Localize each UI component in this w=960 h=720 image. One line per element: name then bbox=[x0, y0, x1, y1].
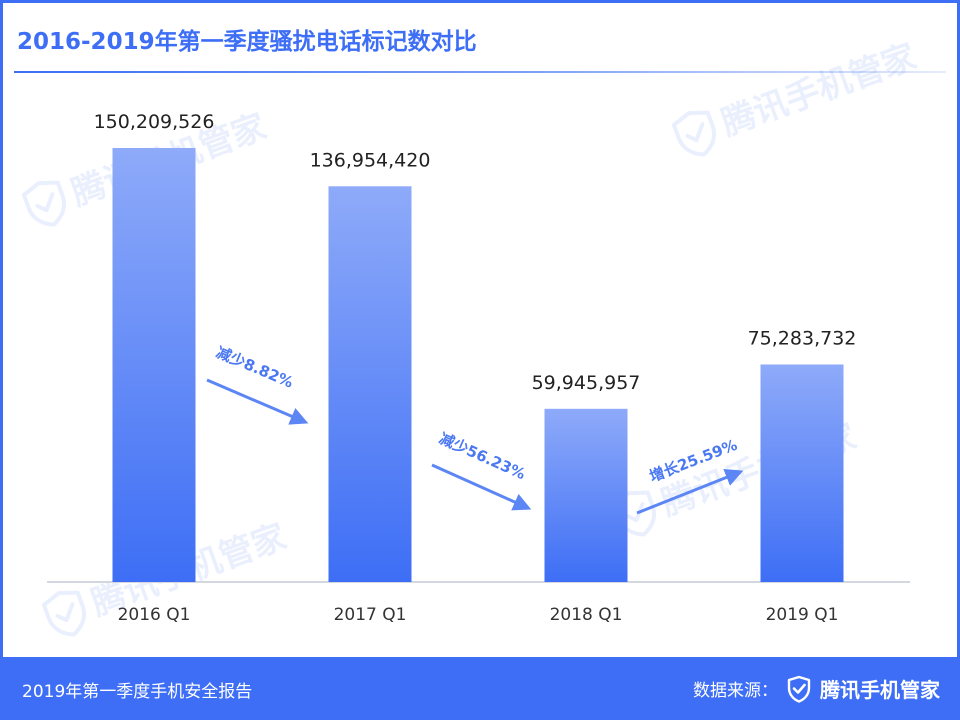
bar-2017-q1 bbox=[328, 186, 412, 582]
shield-check-icon bbox=[21, 180, 67, 227]
source-label: 数据来源： bbox=[693, 681, 778, 701]
change-annotation-label: 减少56.23% bbox=[436, 429, 528, 483]
bar-value-label: 75,283,732 bbox=[748, 327, 857, 349]
shield-check-icon bbox=[786, 675, 812, 703]
footer-bar: 2019年第一季度手机安全报告 数据来源： 腾讯手机管家 bbox=[0, 657, 960, 720]
bar-2016-q1 bbox=[112, 148, 196, 582]
watermark-text: 腾讯手机管家 bbox=[716, 37, 921, 144]
bar-chart: 腾讯手机管家腾讯手机管家腾讯手机管家腾讯手机管家 150,209,526136,… bbox=[21, 37, 922, 637]
brand-name: 腾讯手机管家 bbox=[820, 678, 940, 702]
source-credit: 数据来源： 腾讯手机管家 bbox=[693, 674, 940, 703]
chart-title: 2016-2019年第一季度骚扰电话标记数对比 bbox=[17, 29, 477, 55]
bar-2019-q1 bbox=[760, 364, 844, 582]
shield-check-icon bbox=[671, 110, 717, 157]
x-tick-label: 2016 Q1 bbox=[118, 605, 191, 625]
change-arrow bbox=[431, 463, 532, 511]
x-tick-label: 2019 Q1 bbox=[766, 605, 839, 625]
bar-value-label: 59,945,957 bbox=[532, 372, 641, 394]
title-divider bbox=[14, 71, 946, 73]
bar-value-label: 150,209,526 bbox=[94, 111, 215, 133]
bar-value-label: 136,954,420 bbox=[310, 149, 431, 171]
shield-check-icon bbox=[41, 590, 87, 637]
x-tick-label: 2017 Q1 bbox=[334, 605, 407, 625]
report-name: 2019年第一季度手机安全报告 bbox=[22, 682, 253, 702]
change-arrow bbox=[206, 378, 309, 425]
watermark: 腾讯手机管家 bbox=[671, 37, 922, 157]
change-arrow bbox=[636, 468, 744, 515]
change-annotation-label: 减少8.82% bbox=[213, 343, 296, 392]
x-tick-label: 2018 Q1 bbox=[550, 605, 623, 625]
bar-2018-q1 bbox=[544, 408, 628, 582]
